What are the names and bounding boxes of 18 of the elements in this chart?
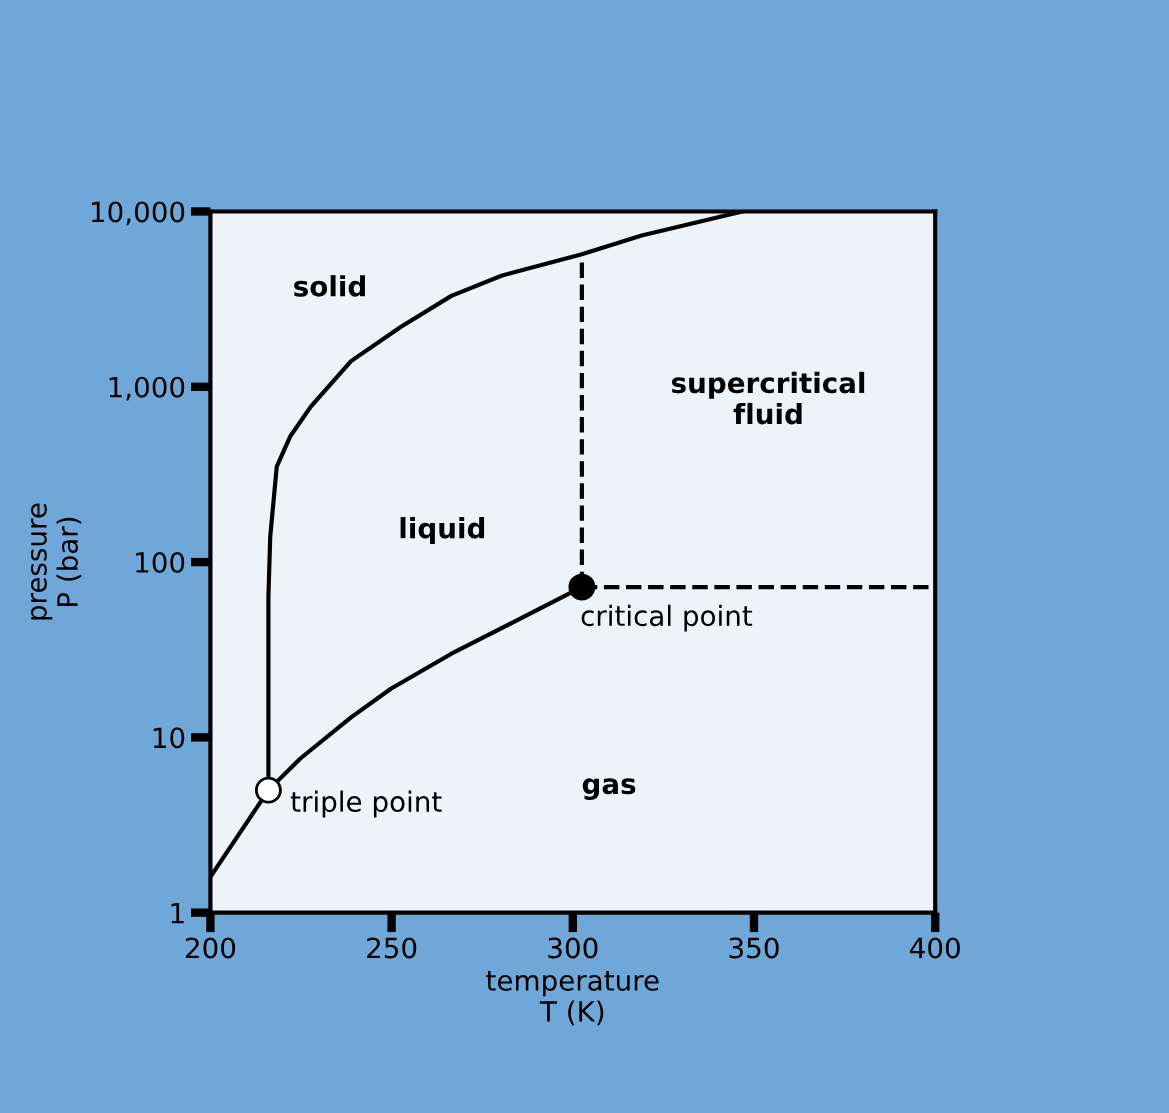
y-tick-label: 100 (136, 552, 185, 574)
annotation: liquid (400, 517, 485, 544)
annotation: supercritical fluid (671, 371, 865, 425)
x-tick-label: 300 (548, 937, 598, 959)
x-tick-label: 250 (367, 937, 417, 959)
x-axis-title: temperature T (K) (486, 971, 659, 1026)
y-tick-label: 10,000 (91, 201, 185, 226)
x-tick-label: 350 (729, 937, 779, 959)
y-tick-label: 1 (171, 902, 184, 924)
x-tick-label: 200 (185, 937, 236, 959)
y-tick-label: 10 (153, 727, 185, 749)
annotation: gas (582, 778, 636, 800)
y-tick-label: 1,000 (109, 376, 185, 401)
x-tick-label: 400 (910, 937, 960, 959)
annotation: critical point (581, 604, 753, 632)
y-axis-title: pressure P (bar) (30, 503, 82, 620)
annotation: solid (294, 275, 365, 297)
annotation: triple point (290, 790, 442, 818)
